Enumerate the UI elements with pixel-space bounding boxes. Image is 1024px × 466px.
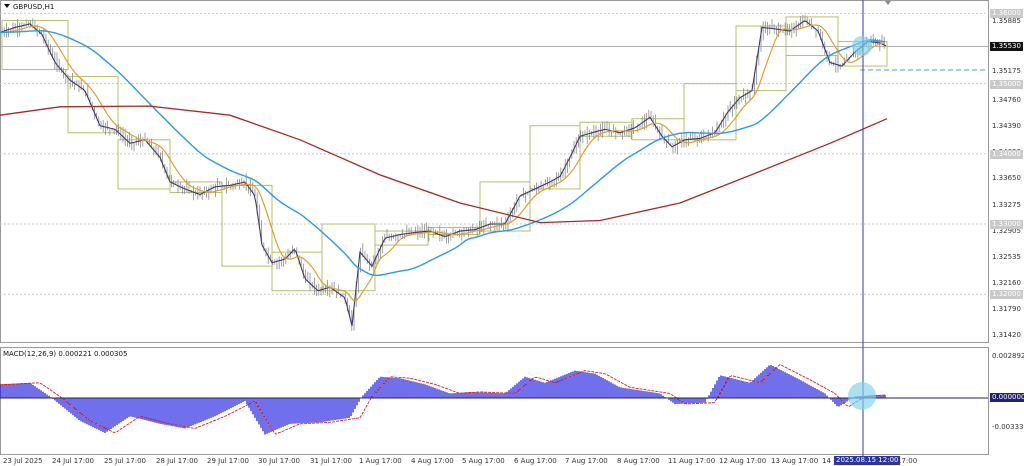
time-axis-label: 5 Aug 17:00 (462, 457, 505, 465)
price-axis-label: 1.33650 (992, 174, 1021, 183)
price-level-tag: 1.35000 (990, 79, 1023, 89)
symbol-label[interactable]: GBPUSD,H1 (4, 3, 54, 11)
price-level-tag: 1.34000 (990, 149, 1023, 159)
time-axis-label: 7 Aug 17:00 (565, 457, 608, 465)
price-axis-label: 1.35885 (992, 17, 1021, 26)
range-box (321, 223, 376, 292)
macd-zero-tag: 0.000000 (990, 393, 1024, 402)
time-axis-label: 28 Jul 17:00 (156, 457, 198, 465)
time-axis-label: 4 Aug 17:00 (411, 457, 454, 465)
highlight-marker-price (852, 36, 872, 56)
macd-pane-frame (0, 347, 989, 455)
range-box (117, 139, 171, 190)
range-box (683, 83, 737, 141)
price-level-tag: 1.33000 (990, 220, 1023, 230)
time-axis-label: 23 Jul 2025 (3, 457, 43, 465)
macd-histogram (0, 363, 988, 435)
macd-signal-line (0, 363, 886, 435)
time-axis-label: 8 Aug 17:00 (617, 457, 660, 465)
range-box (374, 230, 429, 246)
time-axis-label: 11 Aug 17:00 (668, 457, 716, 465)
price-axis-label: 1.33275 (992, 200, 1021, 209)
time-axis-label: 14 (822, 457, 831, 465)
crosshair-time-tag: 2025.08.15 12:00 (834, 456, 901, 465)
price-level-tag: 1.32000 (990, 290, 1023, 300)
price-axis-label: 1.31420 (992, 330, 1021, 339)
time-axis-label: 1 Aug 17:00 (359, 457, 402, 465)
time-axis-label: 31 Jul 17:00 (310, 457, 352, 465)
price-level-tag: 1.36000 (990, 9, 1023, 19)
price-axis-label: 1.32160 (992, 279, 1021, 288)
time-axis-label: 12 Aug 17:00 (719, 457, 767, 465)
price-axis-label: 1.32905 (992, 226, 1021, 235)
moving-averages (0, 20, 888, 327)
time-axis-label: 13 Aug 17:00 (771, 457, 819, 465)
price-axis-label: 1.35175 (992, 67, 1021, 76)
scroll-marker-icon[interactable] (885, 1, 891, 5)
macd-axis-label: 0.002892 (992, 352, 1024, 360)
range-box (785, 16, 839, 57)
ma-fast-line (0, 24, 886, 302)
ma-mid-line (0, 30, 886, 277)
range-box (1, 19, 69, 71)
current-price-tag: 1.35530 (990, 42, 1023, 51)
time-axis-label: 24 Jul 17:00 (52, 457, 94, 465)
price-axis-label: 1.34760 (992, 96, 1021, 105)
time-axis-label: 6 Aug 17:00 (514, 457, 557, 465)
price-pane-frame (0, 0, 989, 343)
time-axis-label: 30 Jul 17:00 (258, 457, 300, 465)
time-axis-label: 29 Jul 17:00 (207, 457, 249, 465)
range-boxes (1, 16, 888, 292)
macd-label: MACD(12,26,9) 0.000221 0.000305 (3, 350, 128, 358)
price-axis-label: 1.31790 (992, 305, 1021, 313)
price-line (0, 20, 887, 327)
menu-triangle-icon[interactable] (4, 4, 10, 8)
price-axis-label: 1.34390 (992, 122, 1021, 131)
range-box (221, 184, 273, 267)
ma-slow-line (0, 105, 888, 224)
highlight-marker-macd (848, 382, 876, 410)
price-bars (1, 14, 885, 331)
trailing-time-label: 17:00 (897, 457, 918, 465)
symbol-text: GBPUSD,H1 (13, 3, 55, 11)
range-box (67, 76, 119, 134)
time-axis-label: 25 Jul 17:00 (104, 457, 146, 465)
overlays (848, 0, 988, 456)
macd-axis-label: -0.003333 (992, 423, 1024, 431)
price-axis-label: 1.32535 (992, 252, 1021, 261)
